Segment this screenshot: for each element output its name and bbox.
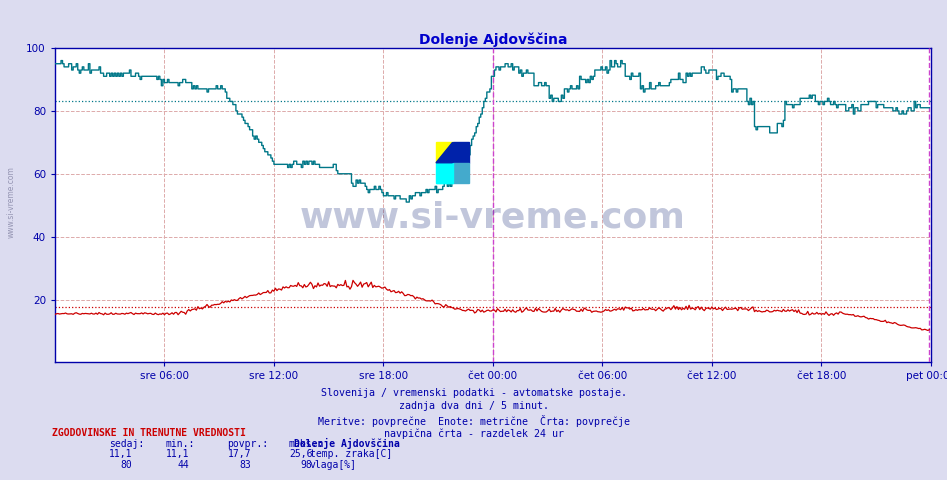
Text: www.si-vreme.com: www.si-vreme.com xyxy=(300,201,686,235)
Text: sedaj:: sedaj: xyxy=(109,439,144,449)
Text: temp. zraka[C]: temp. zraka[C] xyxy=(310,449,392,459)
Text: 80: 80 xyxy=(121,459,133,469)
Polygon shape xyxy=(436,163,453,183)
Bar xyxy=(453,143,470,163)
Bar xyxy=(436,143,453,163)
Bar xyxy=(436,163,453,183)
Text: povpr.:: povpr.: xyxy=(227,439,268,449)
Text: maks.:: maks.: xyxy=(289,439,324,449)
Text: Meritve: povprečne  Enote: metrične  Črta: povprečje: Meritve: povprečne Enote: metrične Črta:… xyxy=(317,415,630,427)
Text: min.:: min.: xyxy=(166,439,195,449)
Title: Dolenje Ajdovščina: Dolenje Ajdovščina xyxy=(419,32,567,47)
Text: Dolenje Ajdovščina: Dolenje Ajdovščina xyxy=(294,438,400,449)
Text: Slovenija / vremenski podatki - avtomatske postaje.: Slovenija / vremenski podatki - avtomats… xyxy=(320,388,627,398)
Text: 25,6: 25,6 xyxy=(289,449,313,459)
Text: 11,1: 11,1 xyxy=(166,449,189,459)
Polygon shape xyxy=(436,143,453,163)
Bar xyxy=(453,163,470,183)
Text: www.si-vreme.com: www.si-vreme.com xyxy=(7,166,16,238)
Text: navpična črta - razdelek 24 ur: navpična črta - razdelek 24 ur xyxy=(384,428,563,439)
Text: 44: 44 xyxy=(178,459,189,469)
Text: 11,1: 11,1 xyxy=(109,449,133,459)
Text: 83: 83 xyxy=(240,459,251,469)
Text: 17,7: 17,7 xyxy=(227,449,251,459)
Text: zadnja dva dni / 5 minut.: zadnja dva dni / 5 minut. xyxy=(399,401,548,411)
Text: ZGODOVINSKE IN TRENUTNE VREDNOSTI: ZGODOVINSKE IN TRENUTNE VREDNOSTI xyxy=(52,428,246,438)
Text: vlaga[%]: vlaga[%] xyxy=(310,459,357,469)
Text: 98: 98 xyxy=(301,459,313,469)
